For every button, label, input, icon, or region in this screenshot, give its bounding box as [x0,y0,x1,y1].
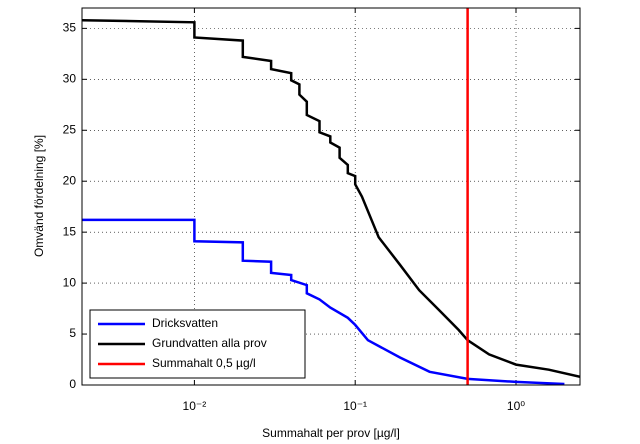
y-tick-label: 30 [63,71,77,85]
x-tick-label: 10⁻¹ [343,399,367,413]
y-tick-label: 25 [63,122,77,136]
series-line [82,18,580,379]
legend-label: Dricksvatten [152,316,218,330]
y-tick-label: 35 [63,21,77,35]
x-tick-label: 10⁰ [507,399,525,413]
legend-label: Summahalt 0,5 µg/l [152,356,256,370]
series-line [82,218,565,385]
y-tick-label: 15 [63,224,77,238]
x-axis-label: Summahalt per prov [µg/l] [262,426,400,440]
y-tick-label: 0 [69,377,76,391]
y-tick-label: 20 [63,173,77,187]
y-axis-label: Omvänd fördelning [%] [32,135,46,257]
plot-frame [81,7,581,386]
y-tick-label: 10 [63,275,77,289]
y-tick-label: 5 [69,326,76,340]
x-tick-label: 10⁻² [183,399,207,413]
legend-label: Grundvatten alla prov [152,336,267,350]
